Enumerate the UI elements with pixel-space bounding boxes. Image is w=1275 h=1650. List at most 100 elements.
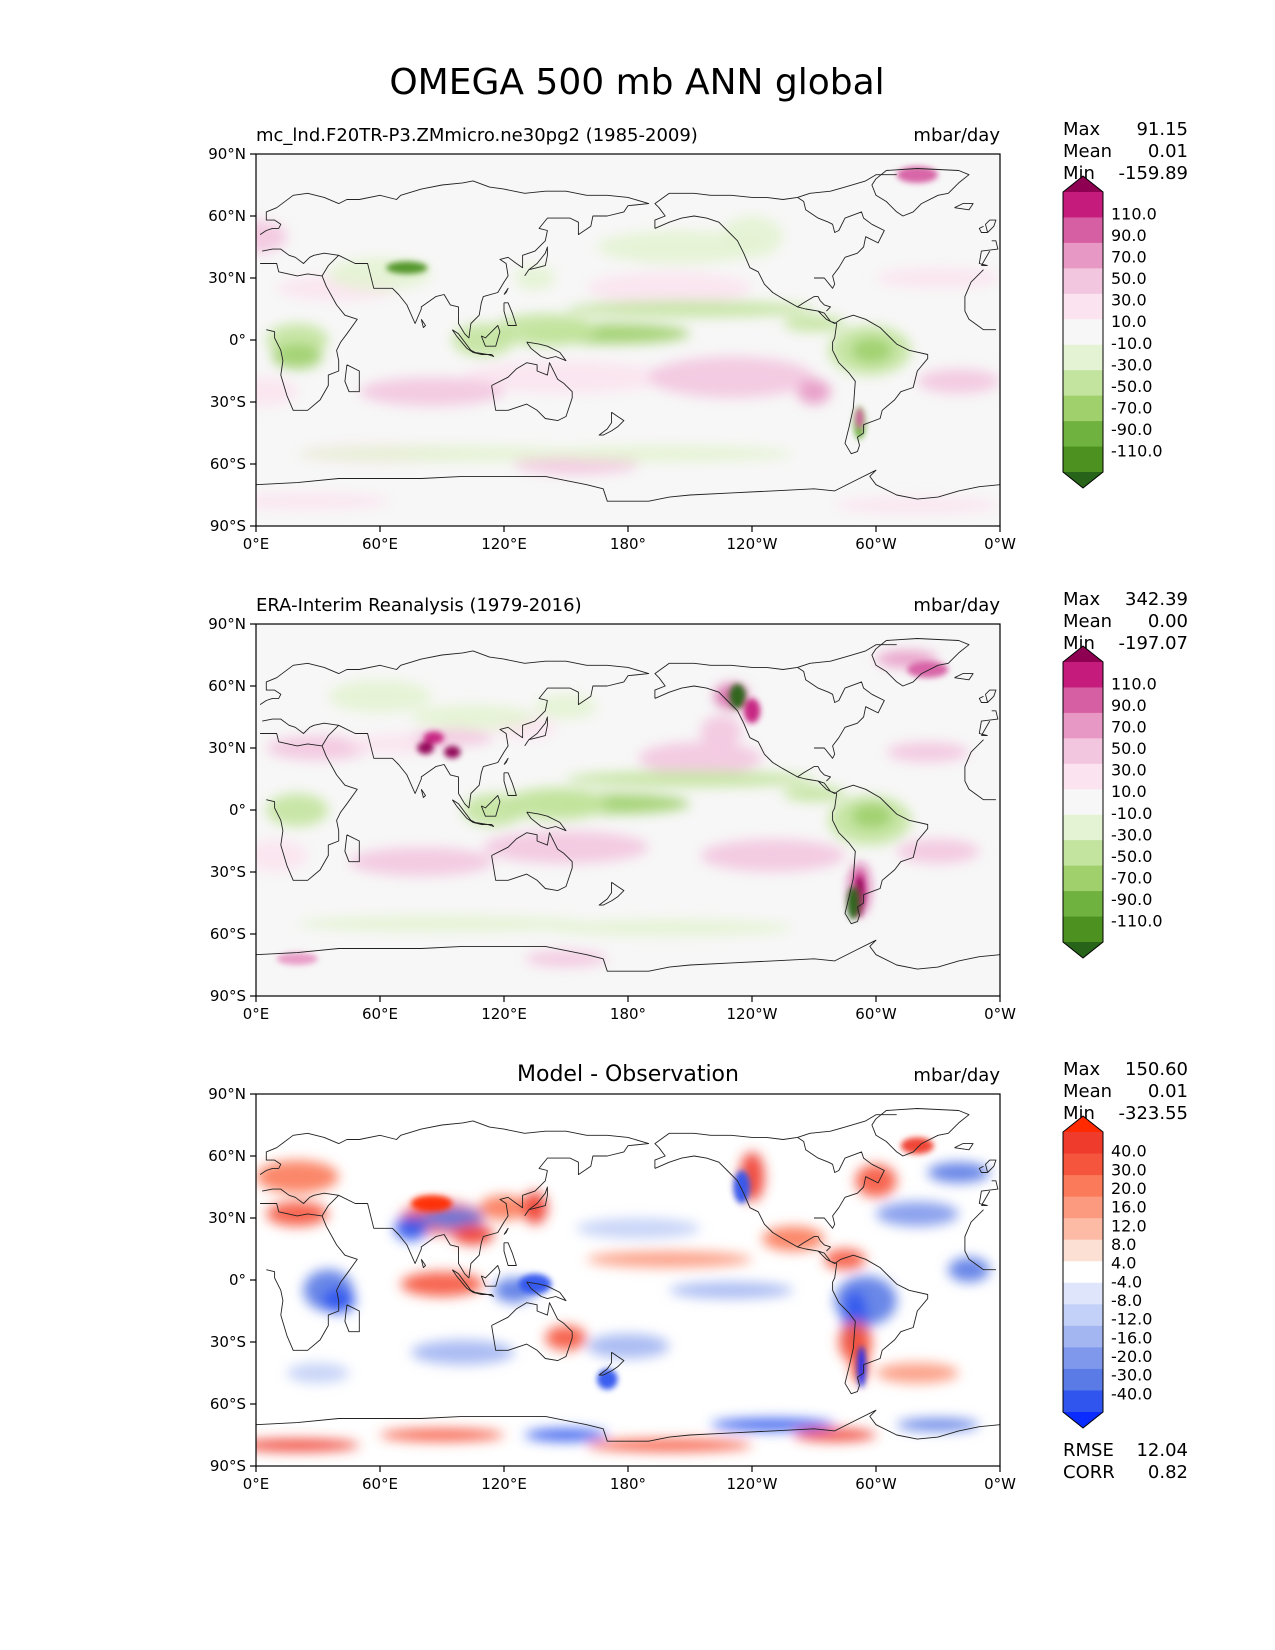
colorbar-swatch [1063,395,1103,422]
colorbar-tick-label: 16.0 [1111,1198,1147,1217]
colorbar-swatch [1063,916,1103,943]
field-blob [256,492,391,510]
y-tick-label: 0° [229,1271,246,1289]
field-blob [524,1428,608,1442]
colorbar-swatch [1063,1282,1103,1305]
metric-label: CORR [1063,1462,1115,1483]
field-blob [896,166,938,183]
field-blob [729,683,746,709]
panel-model: mc_lnd.F20TR-P3.ZMmicro.ne30pg2 (1985-20… [208,119,1188,553]
colorbar-swatch [1063,840,1103,867]
panels: mc_lnd.F20TR-P3.ZMmicro.ne30pg2 (1985-20… [208,119,1188,1493]
colorbar-tick-label: -12.0 [1111,1310,1152,1329]
field-blob [876,1201,959,1227]
colorbar-swatch [1063,891,1103,918]
colorbar-tick-label: 30.0 [1111,291,1147,310]
y-tick-label: 0° [229,801,246,819]
field-blob [566,770,814,788]
field-blob [597,1368,618,1390]
field-blob [876,267,1000,289]
field-blob [272,344,323,369]
field-blob [824,1249,866,1270]
field-blob [380,1428,504,1442]
colorbar-outline [1062,175,1104,489]
colorbar-tick-label: 90.0 [1111,226,1147,245]
colorbar-swatch [1063,446,1103,473]
field-blob [545,919,794,937]
field-blob [710,1418,835,1431]
colorbar-swatch [1063,1368,1103,1392]
panel-units: mbar/day [913,595,1000,616]
field-blob [586,271,752,305]
y-tick-label: 90°N [208,145,246,163]
colorbar-swatch [1063,192,1103,219]
field-blob [669,1282,794,1299]
y-tick-label: 90°S [210,987,246,1005]
x-tick-label: 0°W [984,1005,1016,1023]
colorbar-tick-label: -50.0 [1111,847,1152,866]
field-blob [855,1164,897,1198]
colorbar-tick-label: -30.0 [1111,825,1152,844]
field-blob [762,1226,825,1252]
field-blob [597,230,763,264]
colorbar-swatch [1063,1239,1103,1262]
field-blob [256,377,298,407]
stat-label: Mean [1063,141,1112,162]
field-blob [452,1224,494,1245]
field-blob [394,1215,428,1241]
colorbar-tick-label: -110.0 [1111,442,1163,461]
field-blob [462,360,670,394]
field-blob [847,886,860,920]
colorbar-swatch [1063,1325,1103,1348]
colorbar-swatch [1063,242,1103,269]
y-tick-label: 90°N [208,615,246,633]
field-blob [483,830,649,864]
field-blob [411,1195,453,1212]
colorbar-tick-label: -90.0 [1111,420,1152,439]
field-blob [256,1160,339,1194]
field-blob [700,839,845,872]
field-blob [421,1207,484,1229]
colorbar-tick-label: -30.0 [1111,355,1152,374]
colorbar-tick-label: -40.0 [1111,1384,1152,1403]
colorbar-extend-max [1063,176,1103,192]
colorbar-tick-label: 12.0 [1111,1216,1147,1235]
field-blob [479,1195,529,1221]
field-blob [896,1418,980,1431]
colorbar-tick-label: 50.0 [1111,739,1147,758]
y-tick-label: 60°N [208,207,246,225]
y-tick-label: 30°S [210,863,246,881]
colorbar-swatch [1063,319,1103,346]
panel-title: Model - Observation [517,1062,739,1087]
field-blob [648,356,814,398]
field-blob [838,1321,872,1363]
stat-value-max: 342.39 [1125,589,1188,610]
colorbar-swatch [1063,738,1103,765]
colorbar-tick-label: -10.0 [1111,804,1152,823]
x-tick-label: 60°W [855,1005,897,1023]
colorbar-tick-label: 30.0 [1111,1160,1147,1179]
coastlines [256,638,1000,972]
field-blob [256,1439,360,1452]
field-blob [462,793,525,827]
y-tick-label: 30°N [208,269,246,287]
colorbar-tick-label: -10.0 [1111,334,1152,353]
stat-label: Mean [1063,611,1112,632]
panel-title: mc_lnd.F20TR-P3.ZMmicro.ne30pg2 (1985-20… [256,125,698,146]
field-blob [417,741,434,755]
x-tick-label: 60°W [855,535,897,553]
field-blob [411,704,535,730]
field-blob [545,1325,587,1351]
colorbar: 110.0 90.0 70.0 50.0 30.0 10.0 -10.0 -30.0 -50.0… [1062,645,1163,959]
colorbar-swatch [1063,1218,1103,1241]
field-blob [493,313,597,347]
field-blob [256,220,287,254]
colorbar-swatch [1063,814,1103,841]
field [256,1094,1000,1466]
colorbar-swatch [1063,370,1103,397]
field-blob [834,497,1000,514]
y-tick-label: 30°S [210,1333,246,1351]
colorbar-swatch [1063,712,1103,739]
field-blob [386,261,428,274]
field-blob [266,793,329,827]
